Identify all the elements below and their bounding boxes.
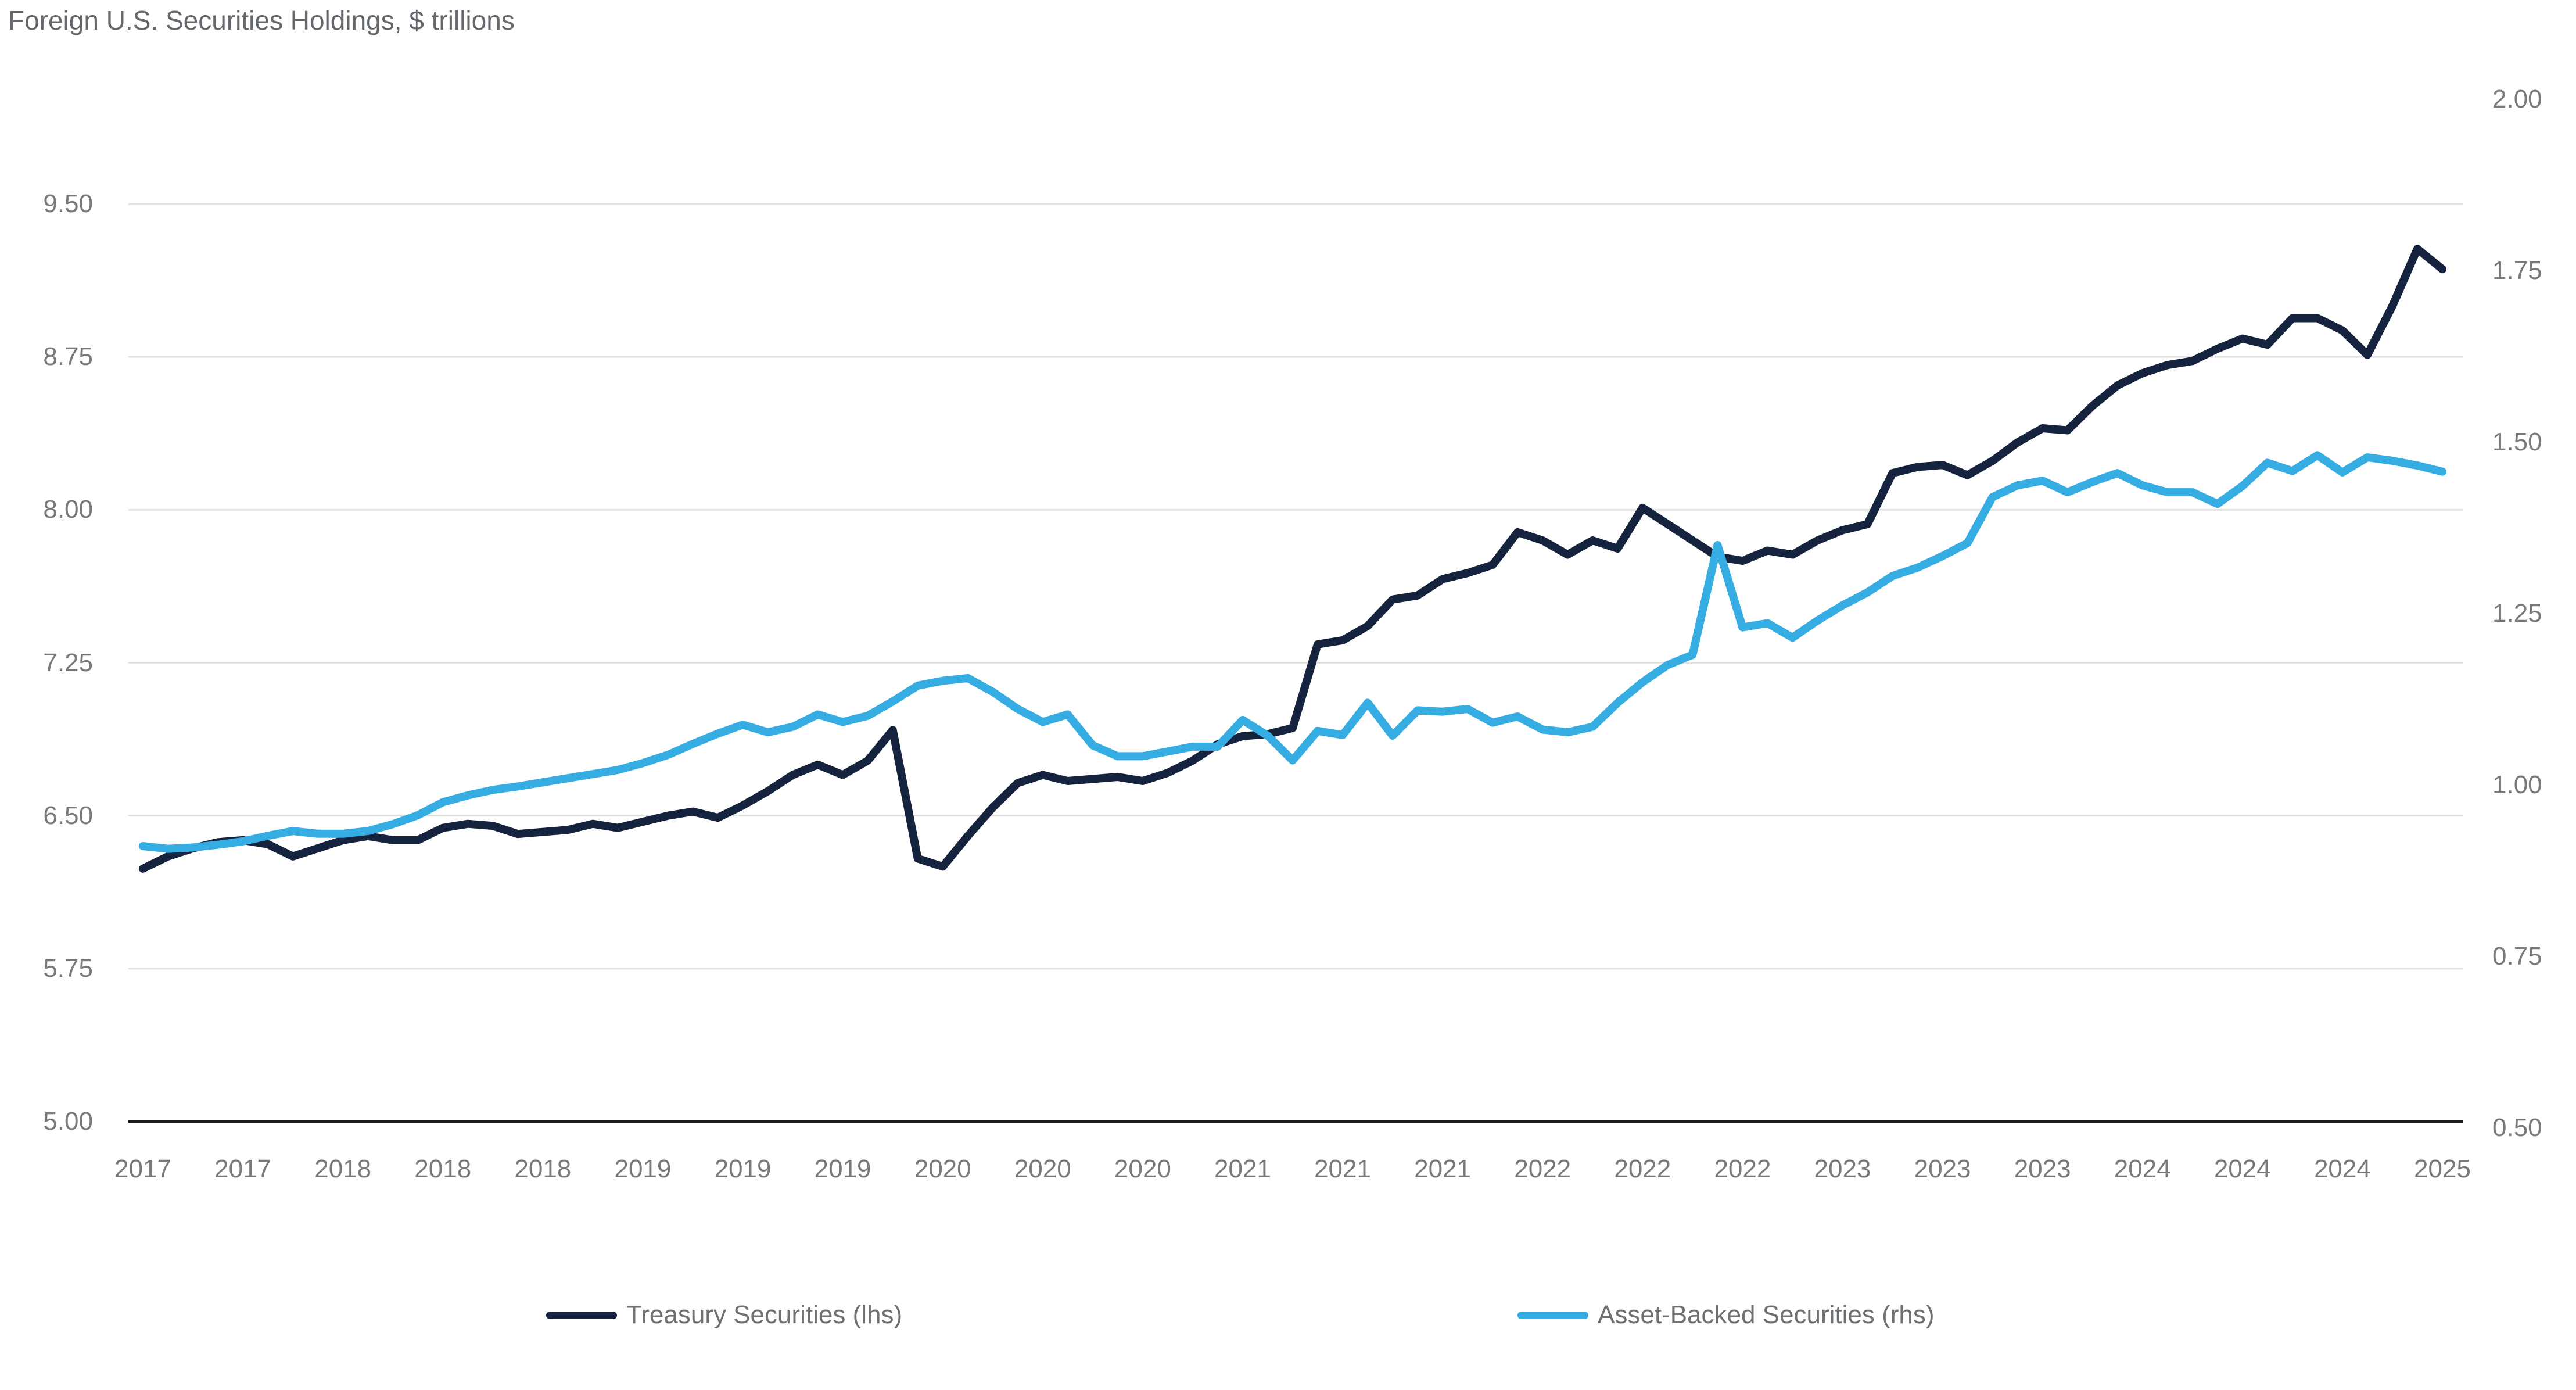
x-axis-tick-label: 2024 — [2313, 1155, 2371, 1183]
x-axis-tick-label: 2020 — [914, 1155, 971, 1183]
treasury-legend-label: Treasury Securities (lhs) — [626, 1301, 903, 1329]
right-axis-tick-label: 1.25 — [2492, 599, 2542, 628]
x-axis-tick-label: 2018 — [414, 1155, 472, 1183]
abs-legend-swatch — [1517, 1311, 1588, 1319]
x-axis-tick-label: 2021 — [1414, 1155, 1472, 1183]
treasury-series-line — [139, 245, 2446, 873]
treasury-legend-swatch — [546, 1311, 617, 1319]
right-axis-tick-label: 2.00 — [2492, 85, 2542, 113]
right-axis-tick-label: 0.75 — [2492, 942, 2542, 970]
legend-item-abs: Asset-Backed Securities (rhs) — [1517, 1301, 1935, 1330]
left-axis-tick-label: 7.25 — [43, 648, 93, 677]
x-axis-tick-label: 2020 — [1114, 1155, 1171, 1183]
gridlines — [128, 203, 2463, 970]
x-axis-tick-label: 2024 — [2114, 1155, 2171, 1183]
x-axis-tick-label: 2018 — [514, 1155, 572, 1183]
x-axis-tick-label: 2017 — [114, 1155, 171, 1183]
x-axis-tick-label: 2019 — [614, 1155, 672, 1183]
x-axis-tick-label: 2022 — [1714, 1155, 1771, 1183]
x-axis-tick-label: 2024 — [2213, 1155, 2271, 1183]
legend-item-treasury: Treasury Securities (lhs) — [546, 1301, 902, 1330]
right-axis-tick-label: 1.00 — [2492, 771, 2542, 799]
x-axis-tick-label: 2021 — [1314, 1155, 1371, 1183]
abs-legend-label: Asset-Backed Securities (rhs) — [1598, 1301, 1935, 1329]
x-axis-tick-label: 2019 — [714, 1155, 772, 1183]
x-axis-tick-label: 2023 — [2014, 1155, 2071, 1183]
abs-series-line — [139, 451, 2446, 853]
x-axis-tick-label: 2022 — [1514, 1155, 1572, 1183]
chart-title: Foreign U.S. Securities Holdings, $ tril… — [8, 5, 515, 35]
right-axis-tick-label: 0.50 — [2492, 1113, 2542, 1142]
right-axis-tick-label: 1.50 — [2492, 428, 2542, 456]
x-axis-tick-label: 2021 — [1214, 1155, 1271, 1183]
x-axis-tick-label: 2017 — [214, 1155, 272, 1183]
left-axis-tick-label: 6.50 — [43, 801, 93, 830]
x-axis-tick-label: 2023 — [1814, 1155, 1871, 1183]
x-axis-tick-label: 2019 — [814, 1155, 871, 1183]
left-axis-tick-label: 9.50 — [43, 189, 93, 218]
x-axis-tick-label: 2023 — [1914, 1155, 1971, 1183]
x-axis-tick-label: 2025 — [2414, 1155, 2471, 1183]
left-axis-tick-label: 8.00 — [43, 495, 93, 524]
right-axis-tick-label: 1.75 — [2492, 256, 2542, 285]
left-axis-tick-label: 5.00 — [43, 1107, 93, 1135]
x-axis-tick-label: 2022 — [1614, 1155, 1671, 1183]
x-axis-tick-label: 2020 — [1014, 1155, 1071, 1183]
x-axis-tick-label: 2018 — [314, 1155, 372, 1183]
left-axis-tick-label: 8.75 — [43, 342, 93, 371]
left-axis-tick-label: 5.75 — [43, 954, 93, 983]
